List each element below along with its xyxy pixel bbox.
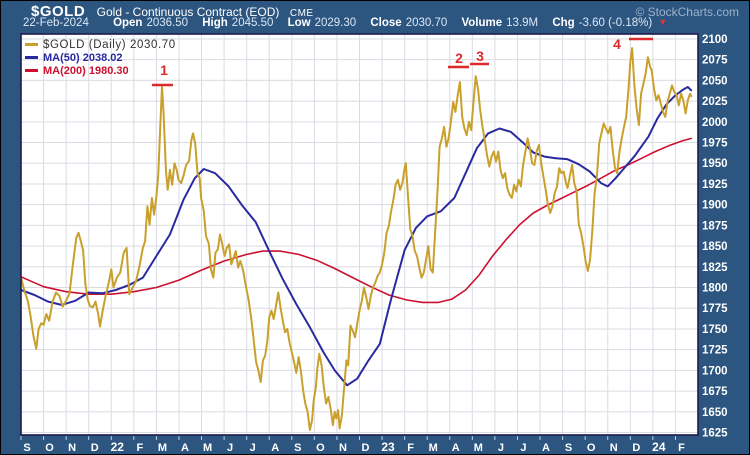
x-tick-label: J [250,442,256,454]
close-value: 2030.70 [405,17,448,29]
x-tick-label: J [498,442,504,454]
high-value: 2045.50 [231,17,274,29]
y-tick-label: 1650 [702,407,728,419]
x-tick-label: N [610,442,618,454]
low-label: Low [287,17,311,29]
y-tick-label: 1875 [702,220,728,232]
x-tick-label: A [271,442,279,454]
y-tick-label: 2075 [702,55,728,67]
y-tick-label: 1975 [702,138,728,150]
price-series [20,47,693,431]
x-tick-label: N [339,442,347,454]
high-label: High [202,17,228,29]
y-axis: 2100 2075 2050 2025 2000 1975 1950 1925 1900 1875… [702,34,728,440]
x-tick-label: M [429,442,438,454]
ma200-line-swatch [25,69,38,72]
annotations: 1 2 3 4 [152,36,653,87]
x-tick-label: F [678,442,685,454]
x-tick-label: O [316,442,325,454]
gridlines [21,34,698,435]
x-tick-label: O [45,442,54,454]
x-tick-label: A [452,442,460,454]
series-line--gold-daily- [20,47,693,431]
chart-legend: $GOLD (Daily) 2030.70 MA(50) 2038.02 MA(… [25,38,176,77]
x-tick-label: F [407,442,414,454]
y-tick-label: 1850 [702,241,728,253]
annotation-label-2: 2 [455,50,463,66]
legend-item-price: $GOLD (Daily) 2030.70 [25,38,176,51]
volume-value: 13.9M [506,17,539,29]
x-tick-label: J [520,442,526,454]
copyright-label: © StockCharts.com [635,5,739,19]
ticker-description: Gold - Continuous Contract (EOD) [96,5,280,19]
chart-title-row: $GOLD Gold - Continuous Contract (EOD) C… [31,3,314,20]
x-axis: S O N D 22 F M A M J J A S O N D 23 F M A M J J A S O N D 24 F [20,436,685,454]
x-tick-label: O [587,442,596,454]
legend-ma200-text: MA(200) 1980.30 [43,64,129,77]
quote-date: 22-Feb-2024 [23,17,89,29]
series-line-ma-200- [20,137,693,304]
annotation-label-3: 3 [476,48,484,64]
x-tick-label: M [203,442,212,454]
annotation-label-4: 4 [613,36,621,52]
y-tick-label: 1725 [702,345,728,357]
y-tick-label: 2025 [702,96,728,108]
series-line-ma-50- [20,86,693,387]
y-tick-label: 1775 [702,303,728,315]
y-tick-label: 1750 [702,324,728,336]
x-tick-label: A [542,442,550,454]
quote-summary-row: 22-Feb-2024 Open 2036.50 High 2045.50 Low 2… [23,17,667,29]
legend-item-ma200: MA(200) 1980.30 [25,64,176,77]
y-tick-label: 1675 [702,386,728,398]
y-tick-label: 1950 [702,158,728,170]
ma50-line-swatch [25,56,38,59]
change-value: -3.60 (-0.18%) [578,17,653,29]
x-tick-label: D [362,442,370,454]
ticker-symbol: $GOLD [31,3,86,20]
x-tick-label: S [294,442,301,454]
plot-border [20,33,699,436]
y-tick-label: 1625 [702,428,728,440]
exchange-label: CME [289,8,314,19]
x-tick-label: D [91,442,99,454]
x-tick-label: S [565,442,572,454]
annotation-label-1: 1 [160,62,168,78]
x-tick-label: N [68,442,76,454]
x-tick-label: 24 [652,440,666,454]
legend-ma50-text: MA(50) 2038.02 [43,51,123,64]
x-tick-label: 23 [381,440,395,454]
y-tick-label: 1700 [702,365,728,377]
legend-price-text: $GOLD (Daily) 2030.70 [43,38,176,51]
y-tick-label: 2000 [702,117,728,129]
y-tick-label: 1925 [702,179,728,191]
legend-item-ma50: MA(50) 2038.02 [25,51,176,64]
x-tick-label: D [632,442,640,454]
x-tick-label: 22 [111,440,125,454]
open-value: 2036.50 [146,17,189,29]
open-label: Open [113,17,143,29]
y-tick-label: 1800 [702,283,728,295]
y-tick-label: 1900 [702,200,728,212]
x-tick-label: A [181,442,189,454]
x-tick-label: S [23,442,30,454]
x-tick-label: M [474,442,483,454]
y-tick-label: 2100 [702,34,728,46]
y-tick-label: 2050 [702,75,728,87]
change-down-arrow-icon: ▼ [658,17,668,27]
y-tick-label: 1825 [702,262,728,274]
x-tick-label: M [158,442,167,454]
low-value: 2029.30 [314,17,357,29]
price-line-swatch [25,43,38,46]
x-tick-label: F [136,442,143,454]
x-tick-label: J [227,442,233,454]
change-label: Chg [552,17,575,29]
volume-label: Volume [461,17,503,29]
close-label: Close [370,17,402,29]
